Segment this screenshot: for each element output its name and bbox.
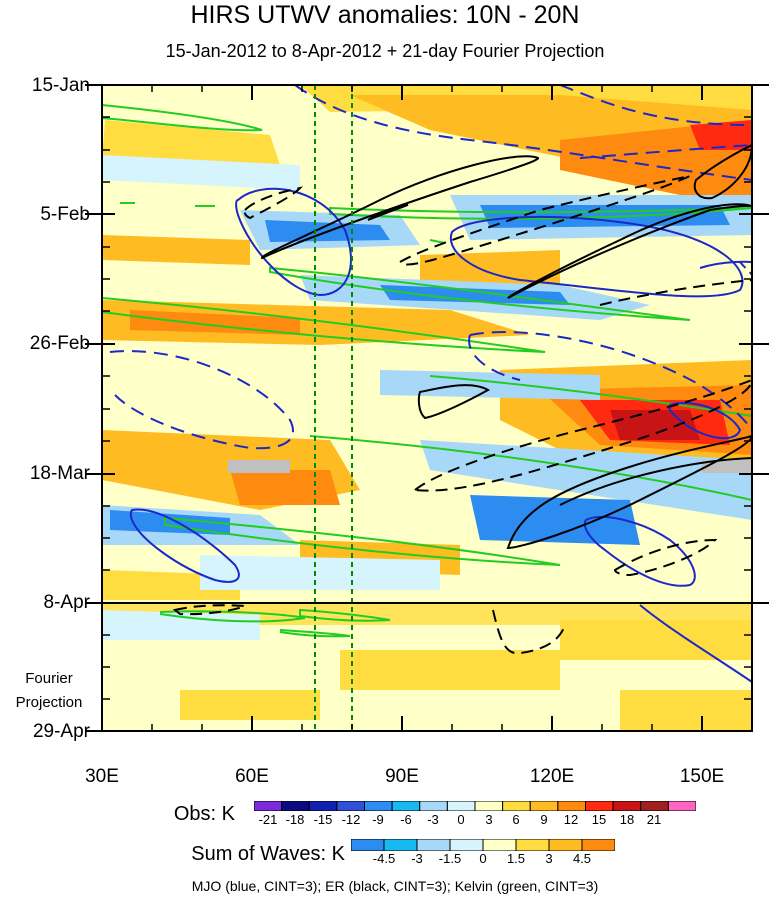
obs-colorbar	[254, 801, 696, 811]
y-tick-label: 8-Apr	[43, 592, 90, 613]
obs-tick: 18	[619, 812, 635, 827]
obs-colorbar-swatch	[364, 801, 393, 811]
obs-tick: -3	[427, 812, 439, 827]
obs-colorbar-swatch	[474, 801, 504, 811]
mjo-contours	[109, 85, 752, 683]
waves-colorbar-swatch	[581, 839, 615, 851]
obs-colorbar-swatch	[254, 801, 283, 811]
obs-tick: 15	[591, 812, 607, 827]
waves-colorbar-ticks: -4.5 -3 -1.5 0 1.5 3 4.5	[351, 851, 615, 867]
obs-colorbar-swatch	[557, 801, 587, 811]
chart-title: HIRS UTWV anomalies: 10N - 20N	[190, 1, 580, 29]
obs-colorbar-title: Obs: K	[173, 803, 235, 825]
x-tick-label: 90E	[385, 766, 419, 787]
chart-subtitle: 15-Jan-2012 to 8-Apr-2012 + 21-day Fouri…	[165, 41, 605, 61]
obs-tick: -18	[285, 812, 305, 827]
obs-colorbar-swatch	[612, 801, 642, 811]
projection-label-line2: Projection	[15, 694, 83, 711]
obs-colorbar-swatch	[446, 801, 476, 811]
obs-colorbar-ticks: -21 -18 -15 -12 -9 -6 -3 0 3 6 9 12 15 1…	[254, 812, 696, 828]
obs-colorbar-swatch	[308, 801, 338, 811]
x-tick-label: 120E	[529, 766, 575, 787]
kelvin-contours	[102, 104, 752, 638]
obs-tick: 6	[512, 812, 520, 827]
waves-tick: 1.5	[506, 851, 526, 866]
waves-tick: 0	[479, 851, 487, 866]
obs-tick: 3	[485, 812, 493, 827]
waves-tick: 4.5	[572, 851, 592, 866]
x-major-ticks	[251, 85, 703, 731]
waves-tick: 3	[545, 851, 553, 866]
waves-colorbar-title: Sum of Waves: K	[191, 843, 345, 865]
x-tick-label: 150E	[679, 766, 725, 787]
waves-colorbar-swatch	[416, 839, 451, 851]
hovmoller-plot	[85, 84, 769, 732]
waves-tick: -3	[411, 851, 423, 866]
obs-colorbar-swatch	[585, 801, 614, 811]
y-tick-label: 26-Feb	[29, 333, 90, 354]
obs-colorbar-swatch	[336, 801, 366, 811]
missing-data	[228, 460, 290, 473]
contour-legend-footer: MJO (blue, CINT=3); ER (black, CINT=3); …	[191, 878, 599, 894]
waves-tick: -1.5	[438, 851, 462, 866]
projection-shading	[102, 603, 752, 731]
waves-tick: -4.5	[372, 851, 396, 866]
waves-colorbar-swatch	[482, 839, 517, 851]
obs-colorbar-swatch	[419, 801, 448, 811]
obs-tick: 21	[646, 812, 662, 827]
obs-tick: 12	[563, 812, 579, 827]
y-major-ticks	[85, 84, 769, 732]
obs-colorbar-swatch	[529, 801, 559, 811]
y-minor-ticks	[102, 116, 752, 700]
obs-tick: 0	[457, 812, 465, 827]
obs-colorbar-swatch	[391, 801, 421, 811]
waves-colorbar	[351, 839, 615, 851]
obs-colorbar-swatch	[640, 801, 669, 811]
waves-colorbar-swatch	[515, 839, 550, 851]
waves-colorbar-swatch	[548, 839, 583, 851]
obs-tick: -15	[313, 812, 333, 827]
obs-tick: 9	[540, 812, 548, 827]
waves-colorbar-swatch	[449, 839, 484, 851]
waves-colorbar-swatch	[383, 839, 418, 851]
y-tick-label: 18-Mar	[29, 463, 90, 484]
y-tick-label: 5-Feb	[40, 204, 90, 225]
obs-colorbar-swatch	[667, 801, 696, 811]
obs-tick: -9	[372, 812, 384, 827]
waves-colorbar-swatch	[351, 839, 385, 851]
x-tick-label: 60E	[235, 766, 269, 787]
y-tick-label: 15-Jan	[31, 75, 90, 96]
projection-label-line1: Fourier	[25, 670, 73, 687]
obs-colorbar-swatch	[502, 801, 531, 811]
plot-frame	[101, 84, 753, 732]
x-minor-ticks	[151, 85, 653, 731]
obs-tick: -21	[258, 812, 278, 827]
obs-tick: -12	[341, 812, 361, 827]
obs-tick: -6	[400, 812, 412, 827]
x-tick-label: 30E	[85, 766, 119, 787]
y-tick-label: 29-Apr	[32, 721, 90, 742]
obs-colorbar-swatch	[281, 801, 310, 811]
